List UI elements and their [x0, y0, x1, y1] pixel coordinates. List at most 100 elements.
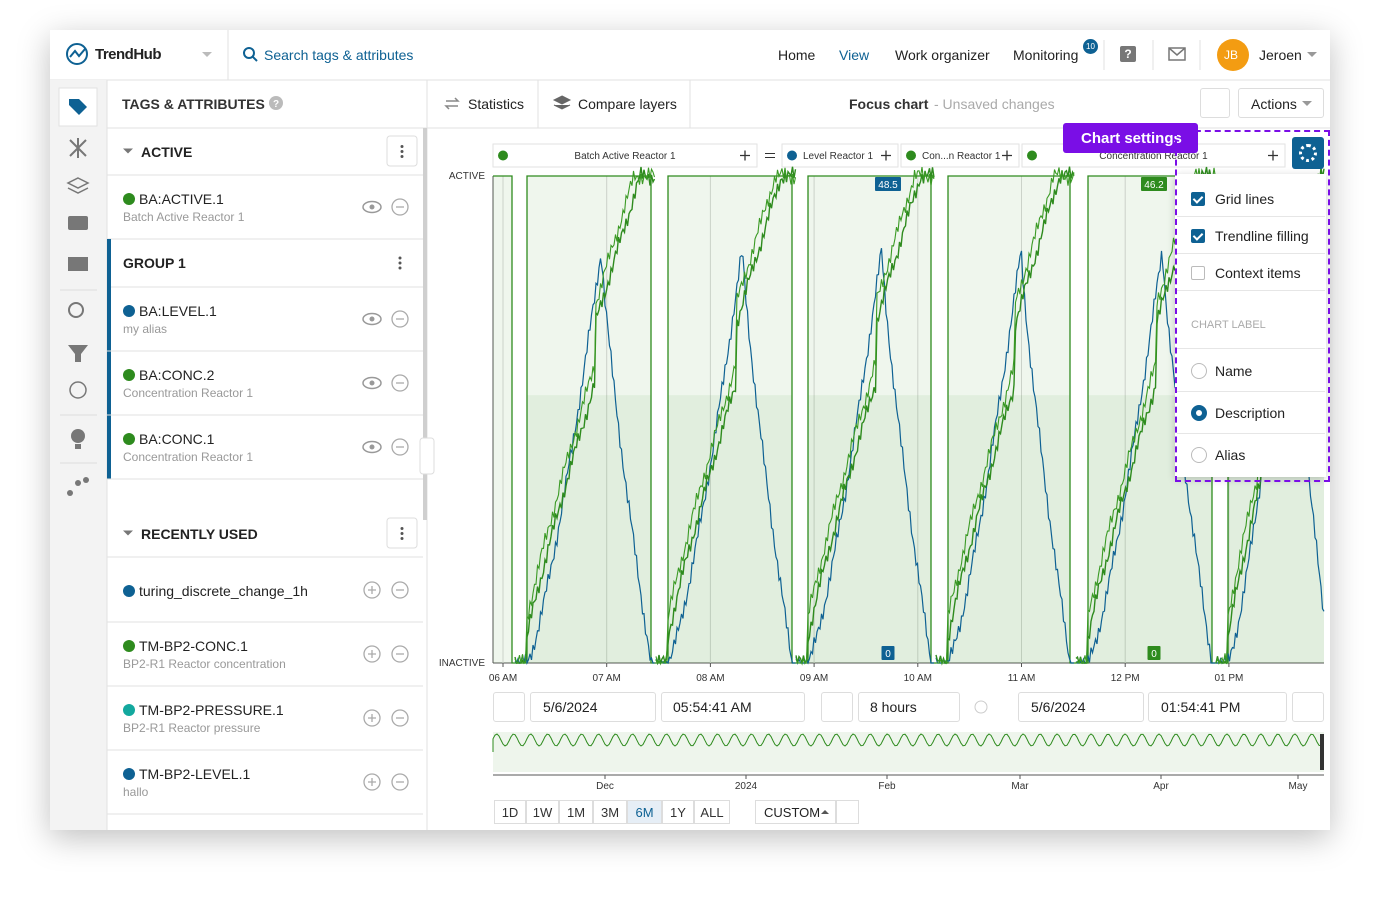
end-time-value[interactable]: 01:54:41 PM — [1161, 699, 1241, 715]
radio[interactable] — [1191, 363, 1207, 379]
legend-label: Batch Active Reactor 1 — [574, 151, 676, 162]
range-label[interactable]: 1Y — [670, 805, 686, 820]
overview-bg — [493, 732, 1324, 772]
search-box[interactable]: Search tags & attributes — [264, 47, 414, 63]
compare-layers-button[interactable]: Compare layers — [578, 96, 677, 112]
setting-label[interactable]: Context items — [1215, 265, 1301, 281]
remove-icon — [391, 438, 409, 456]
range-label[interactable]: 3M — [600, 805, 620, 820]
search-icon — [243, 47, 255, 59]
user-name[interactable]: Jeroen — [1259, 47, 1302, 63]
trend-fill — [808, 395, 931, 663]
end-date[interactable] — [1018, 692, 1144, 722]
tag-name[interactable]: BA:CONC.1 — [139, 431, 215, 447]
tag-name[interactable]: TM-BP2-CONC.1 — [139, 638, 248, 654]
y-top-label: ACTIVE — [449, 171, 485, 182]
avatar[interactable] — [1217, 39, 1249, 71]
legend-move — [1002, 150, 1012, 161]
legend-box — [492, 143, 758, 168]
statistics-button[interactable]: Statistics — [468, 96, 525, 112]
setting-label[interactable]: Trendline filling — [1215, 228, 1309, 244]
visibility-icon — [362, 440, 382, 454]
x-tick-label: 11 AM — [1008, 673, 1036, 684]
add-plus — [368, 650, 376, 658]
zoom-button[interactable] — [821, 692, 853, 722]
setting-label[interactable]: Grid lines — [1215, 191, 1275, 207]
legend-box — [900, 143, 1020, 168]
custom-button[interactable] — [755, 800, 836, 824]
checkbox[interactable] — [1191, 192, 1205, 206]
remove-icon — [391, 581, 409, 599]
mail-icon[interactable] — [1168, 47, 1186, 61]
group-bar — [107, 239, 111, 479]
range-label[interactable]: 1M — [566, 805, 586, 820]
value-badge — [875, 177, 901, 191]
rail-icons[interactable] — [66, 138, 90, 496]
conc2-trace — [514, 166, 1325, 666]
checkbox[interactable] — [1191, 229, 1205, 243]
range-button[interactable] — [627, 800, 662, 824]
setting-divider — [1177, 391, 1325, 392]
x-tick-label: 12 PM — [1111, 673, 1140, 684]
collapse-caret — [123, 530, 133, 536]
nav-item[interactable]: View — [839, 47, 870, 63]
actions-label[interactable]: Actions — [1251, 96, 1297, 112]
tag-name[interactable]: BA:CONC.2 — [139, 367, 215, 383]
range-button[interactable] — [694, 800, 730, 824]
range-button[interactable] — [559, 800, 593, 824]
tag-dot — [123, 585, 135, 597]
help-icon[interactable] — [1120, 46, 1136, 62]
live-button[interactable] — [1200, 88, 1230, 118]
range-button[interactable] — [494, 800, 526, 824]
tag-description: my alias — [123, 322, 168, 336]
start-date[interactable] — [530, 692, 656, 722]
setting-divider — [1177, 290, 1325, 291]
custom-label[interactable]: CUSTOM — [764, 805, 821, 820]
visibility-pupil — [369, 204, 375, 210]
duration-value[interactable]: 8 hours — [870, 699, 917, 715]
range-button[interactable] — [662, 800, 694, 824]
radio-label[interactable]: Name — [1215, 363, 1253, 379]
remove-icon — [391, 645, 409, 663]
end-date-value[interactable]: 5/6/2024 — [1031, 699, 1086, 715]
nav-item[interactable]: Monitoring — [1013, 47, 1079, 63]
tag-name[interactable]: TM-BP2-LEVEL.1 — [139, 766, 251, 782]
radio[interactable] — [1191, 447, 1207, 463]
remove-icon — [391, 310, 409, 328]
tag-name[interactable]: TM-BP2-PRESSURE.1 — [139, 702, 284, 718]
tag-description: Batch Active Reactor 1 — [123, 210, 245, 224]
value-badge-label: 46.2 — [1144, 180, 1164, 191]
next-button[interactable] — [1292, 692, 1324, 722]
radio-label[interactable]: Alias — [1215, 447, 1246, 463]
history-icon — [974, 700, 988, 714]
legend-label: Con...n Reactor 1 — [922, 151, 1001, 162]
start-time-value[interactable]: 05:54:41 AM — [673, 699, 752, 715]
range-button[interactable] — [593, 800, 627, 824]
tag-name[interactable]: BA:ACTIVE.1 — [139, 191, 224, 207]
range-label[interactable]: 1W — [532, 805, 553, 820]
end-time[interactable] — [1148, 692, 1287, 722]
checkbox[interactable] — [1191, 266, 1205, 280]
range-label[interactable]: 6M — [635, 805, 654, 820]
nav-item[interactable]: Home — [778, 47, 816, 63]
tag-name[interactable]: turing_discrete_change_1h — [139, 583, 308, 599]
tag-description: Concentration Reactor 1 — [123, 450, 254, 464]
tags-icon[interactable] — [69, 99, 87, 115]
actions-button[interactable] — [1238, 88, 1324, 118]
duration[interactable] — [858, 692, 960, 722]
range-label[interactable]: 1D — [501, 805, 519, 820]
visibility-pupil — [369, 316, 375, 322]
prev-button[interactable] — [493, 692, 525, 722]
radio-label[interactable]: Description — [1215, 405, 1286, 421]
start-time[interactable] — [661, 692, 805, 722]
tag-name[interactable]: BA:LEVEL.1 — [139, 303, 217, 319]
range-button[interactable] — [526, 800, 559, 824]
setting-divider — [1177, 216, 1325, 217]
radio[interactable] — [1191, 405, 1207, 421]
custom-calendar[interactable] — [836, 800, 859, 824]
start-date-value[interactable]: 5/6/2024 — [543, 699, 598, 715]
range-label[interactable]: ALL — [700, 805, 724, 820]
visibility-pupil — [369, 444, 375, 450]
nav-item[interactable]: Work organizer — [895, 47, 990, 63]
